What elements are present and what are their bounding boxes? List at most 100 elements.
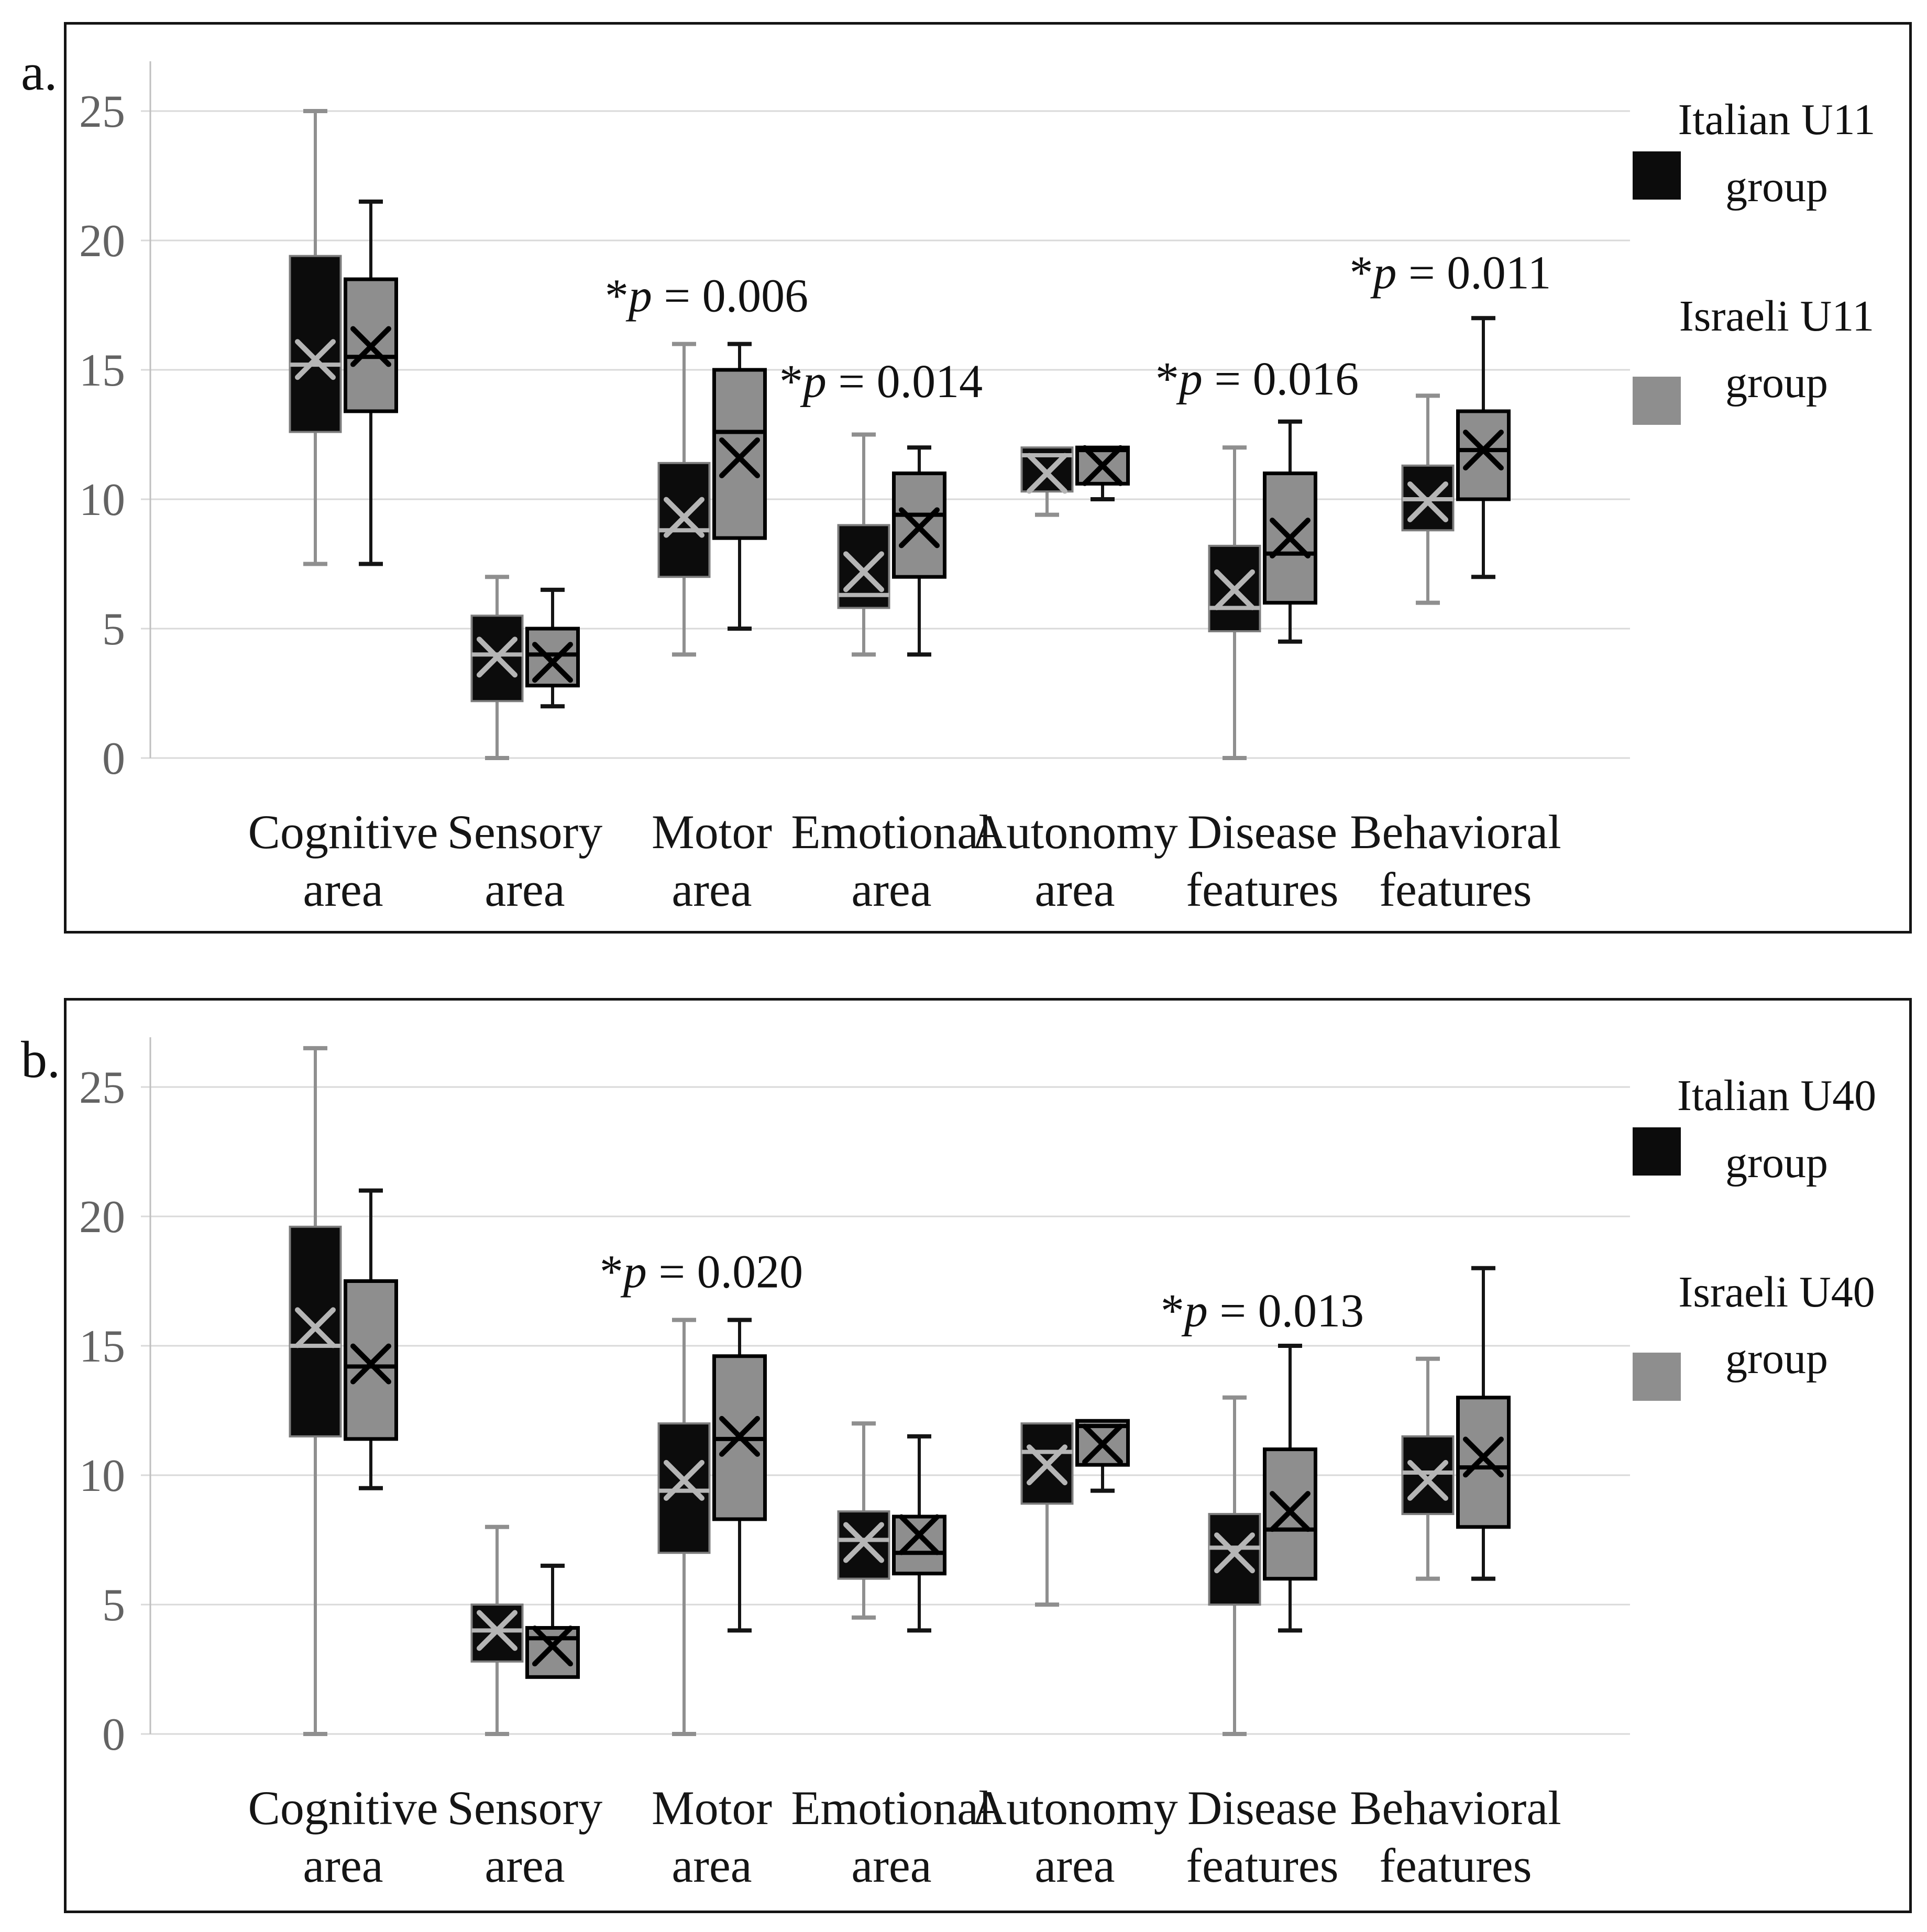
category-label-motor-line1: Motor xyxy=(652,1781,772,1835)
mean-x-marker-italian-cognitive xyxy=(295,339,336,380)
y-tick-label-15: 15 xyxy=(79,1321,125,1372)
y-tick-label-20: 20 xyxy=(79,1192,125,1243)
p-value-annotation-1: *p = 0.013 xyxy=(1161,1285,1364,1337)
mean-x-marker-italian-autonomy xyxy=(1027,1444,1067,1486)
mean-x-marker-israeli-autonomy xyxy=(1082,1423,1123,1465)
category-label-disease-line1: Disease xyxy=(1187,805,1337,859)
mean-x-marker-israeli-motor xyxy=(719,437,760,478)
p-value-annotation-0: *p = 0.020 xyxy=(600,1246,803,1298)
y-tick-label-0: 0 xyxy=(102,733,125,784)
mean-x-marker-italian-behavioral xyxy=(1407,1459,1448,1501)
box-israeli-autonomy xyxy=(1075,445,1130,486)
category-label-behavioral-line1: Behavioral xyxy=(1350,805,1561,859)
mean-x-marker-israeli-behavioral xyxy=(1463,430,1504,471)
mean-x-marker-israeli-emotional xyxy=(899,507,940,548)
category-label-cognitive-line2: area xyxy=(303,863,383,916)
y-tick-label-25: 25 xyxy=(79,1062,125,1113)
panel-a-frame: 0 5 10 15 20 25 Cognitive area Sensory area Motor a… xyxy=(64,22,1912,934)
panel-a-boxplot-chart: 0510152025CognitiveareaSensoryareaMotora… xyxy=(79,61,1630,916)
category-label-cognitive-line2: area xyxy=(303,1839,383,1892)
y-tick-label-5: 5 xyxy=(102,604,125,655)
legend-label-italian-line2: group xyxy=(1725,162,1828,211)
mean-x-marker-italian-disease xyxy=(1214,1532,1255,1574)
category-label-emotional-line1: Emotional xyxy=(791,1781,992,1835)
mean-x-marker-italian-sensory xyxy=(477,1610,517,1651)
category-label-emotional-line1: Emotional xyxy=(791,805,992,859)
p-value-annotation-3: *p = 0.011 xyxy=(1350,247,1551,299)
y-tick-label-15: 15 xyxy=(79,345,125,396)
mean-x-marker-italian-disease xyxy=(1214,569,1255,610)
mean-x-marker-israeli-sensory xyxy=(532,1626,573,1667)
mean-x-marker-israeli-emotional xyxy=(899,1514,940,1555)
category-label-emotional-line2: area xyxy=(851,863,931,916)
box-israeli-motor xyxy=(712,368,767,540)
legend-label-italian-line1: Italian U11 xyxy=(1678,95,1876,144)
mean-x-marker-israeli-motor xyxy=(719,1415,760,1457)
category-label-sensory-line2: area xyxy=(484,863,565,916)
mean-x-marker-italian-autonomy xyxy=(1027,453,1067,494)
y-tick-label-10: 10 xyxy=(79,475,125,525)
y-tick-label-20: 20 xyxy=(79,216,125,267)
legend-swatch-italian xyxy=(1633,1127,1681,1176)
box-italian-disease xyxy=(1208,544,1261,632)
category-label-behavioral-line2: features xyxy=(1379,863,1532,916)
p-value-annotation-1: *p = 0.014 xyxy=(779,356,983,408)
category-label-behavioral-line2: features xyxy=(1379,1839,1532,1892)
box-italian-disease xyxy=(1208,1513,1261,1606)
category-label-behavioral-line1: Behavioral xyxy=(1350,1781,1561,1835)
panel-b-boxplot-chart: 0510152025CognitiveareaSensoryareaMotora… xyxy=(79,1037,1630,1892)
category-label-disease-line1: Disease xyxy=(1187,1781,1337,1835)
category-label-sensory-line1: Sensory xyxy=(447,805,602,859)
box-italian-behavioral xyxy=(1401,1435,1455,1516)
category-label-motor-line2: area xyxy=(671,1839,752,1892)
legend-label-italian-line1: Italian U40 xyxy=(1677,1071,1877,1120)
mean-x-marker-italian-behavioral xyxy=(1407,481,1448,522)
legend-label-israeli-line1: Israeli U11 xyxy=(1679,292,1875,341)
box-israeli-sensory xyxy=(525,1626,580,1679)
mean-x-marker-italian-emotional xyxy=(843,1522,884,1563)
legend-label-italian-line2: group xyxy=(1725,1138,1828,1187)
legend-label-israeli-line1: Israeli U40 xyxy=(1678,1268,1875,1316)
box-italian-cognitive xyxy=(289,1225,342,1437)
mean-x-marker-israeli-disease xyxy=(1270,518,1311,559)
category-label-sensory-line2: area xyxy=(484,1839,565,1892)
category-label-cognitive-line1: Cognitive xyxy=(248,805,438,859)
mean-x-marker-italian-motor xyxy=(664,1459,704,1501)
category-label-autonomy-line2: area xyxy=(1034,863,1115,916)
y-tick-label-10: 10 xyxy=(79,1451,125,1501)
mean-x-marker-israeli-behavioral xyxy=(1463,1436,1504,1478)
mean-x-marker-israeli-sensory xyxy=(532,642,573,683)
mean-x-marker-israeli-cognitive xyxy=(350,326,391,367)
category-label-sensory-line1: Sensory xyxy=(447,1781,602,1835)
mean-x-marker-italian-sensory xyxy=(477,636,517,678)
category-label-disease-line2: features xyxy=(1186,1839,1338,1892)
y-tick-label-25: 25 xyxy=(79,86,125,137)
box-israeli-behavioral xyxy=(1456,409,1511,501)
panel-b-letter: b. xyxy=(21,1030,60,1089)
category-label-disease-line2: features xyxy=(1186,863,1338,916)
mean-x-marker-israeli-cognitive xyxy=(350,1343,391,1385)
legend-label-israeli-line2: group xyxy=(1725,1334,1828,1383)
y-tick-label-5: 5 xyxy=(102,1580,125,1631)
category-label-motor-line1: Motor xyxy=(652,805,772,859)
mean-x-marker-italian-emotional xyxy=(843,551,884,592)
mean-x-marker-italian-cognitive xyxy=(295,1307,336,1348)
panel-b-frame: 0 5 10 15 20 25 Cognitive area Sensory area Motor a… xyxy=(64,998,1912,1913)
box-israeli-behavioral xyxy=(1456,1396,1511,1529)
mean-x-marker-israeli-autonomy xyxy=(1082,445,1123,486)
box-israeli-cognitive xyxy=(344,1279,398,1441)
panel-a-letter: a. xyxy=(21,43,58,101)
p-value-annotation-0: *p = 0.006 xyxy=(605,270,808,322)
mean-x-marker-israeli-disease xyxy=(1270,1491,1311,1532)
legend-swatch-israeli xyxy=(1633,1353,1681,1401)
p-value-annotation-2: *p = 0.016 xyxy=(1155,353,1359,405)
category-label-emotional-line2: area xyxy=(851,1839,931,1892)
box-italian-motor xyxy=(657,1422,711,1554)
category-label-autonomy-line1: Autonomy xyxy=(972,805,1178,859)
box-israeli-emotional xyxy=(892,1514,946,1576)
category-label-autonomy-line2: area xyxy=(1034,1839,1115,1892)
legend-swatch-israeli xyxy=(1633,377,1681,425)
legend-label-israeli-line2: group xyxy=(1725,358,1828,407)
y-tick-label-0: 0 xyxy=(102,1709,125,1760)
